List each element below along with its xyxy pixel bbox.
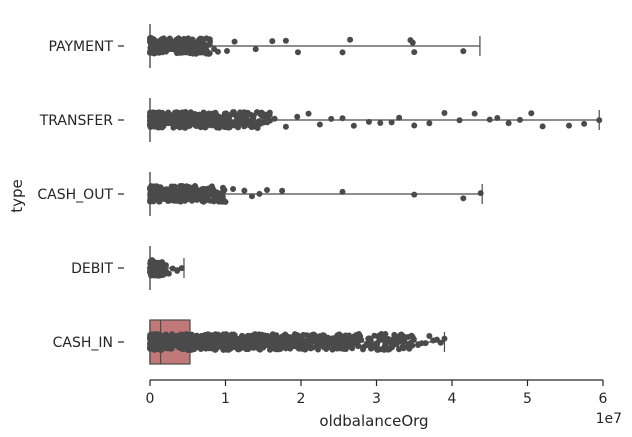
dense-points-cash-in <box>147 331 417 353</box>
outlier-point-payment <box>231 38 238 45</box>
dense-points-cash-out <box>147 183 229 205</box>
dense-core-cash-in <box>150 336 296 348</box>
outlier-point-transfer <box>388 119 395 126</box>
series-debit <box>147 246 185 290</box>
x-tick-label: 5 <box>523 391 532 407</box>
outlier-point-cash-in <box>426 333 433 340</box>
outlier-point-payment <box>282 37 289 44</box>
outlier-point-transfer <box>294 113 301 120</box>
series-payment <box>147 24 481 68</box>
outlier-point-transfer <box>441 110 448 117</box>
outlier-point-transfer <box>539 123 546 130</box>
outlier-point-transfer <box>350 122 357 129</box>
outlier-point-transfer <box>494 114 501 121</box>
plot-area <box>147 24 603 365</box>
y-axis: PAYMENT TRANSFER CASH_OUT DEBIT CASH_IN <box>37 39 124 351</box>
outlier-point-payment <box>252 46 259 53</box>
outlier-point-transfer <box>426 120 433 127</box>
outlier-point-payment <box>409 39 416 46</box>
dense-core-cash-out <box>150 188 192 200</box>
y-axis-label: type <box>8 179 26 213</box>
outlier-point-transfer <box>396 114 403 121</box>
outlier-point-payment <box>347 36 354 43</box>
outlier-point-transfer <box>566 122 573 129</box>
outlier-point-cash-out <box>411 191 418 198</box>
outlier-point-cash-out <box>477 190 484 197</box>
outlier-point-transfer <box>282 123 289 130</box>
x-tick-label: 3 <box>372 391 381 407</box>
outlier-point-payment <box>411 49 418 56</box>
outlier-point-cash-out <box>339 188 346 195</box>
dense-core-debit <box>150 262 160 274</box>
y-tick-label-cash-in: CASH_IN <box>53 335 113 351</box>
outlier-point-transfer <box>316 121 323 128</box>
outlier-point-payment <box>460 48 467 55</box>
outlier-point-cash-in <box>422 340 429 347</box>
outlier-point-cash-out <box>230 185 237 192</box>
series-cash-out <box>147 172 484 216</box>
outlier-point-transfer <box>528 110 535 117</box>
outlier-point-payment <box>339 49 346 56</box>
outlier-point-cash-out <box>460 195 467 202</box>
x-tick-label: 2 <box>297 391 306 407</box>
dense-points-transfer <box>147 109 274 131</box>
outlier-point-cash-in <box>441 335 448 342</box>
dense-points-payment <box>147 35 214 57</box>
outlier-point-transfer <box>365 118 372 125</box>
outlier-point-cash-out <box>241 187 248 194</box>
y-tick-label-transfer: TRANSFER <box>39 113 114 129</box>
x-scale-label: 1e7 <box>596 411 622 427</box>
outlier-point-transfer <box>328 115 335 122</box>
outlier-point-debit <box>174 267 181 274</box>
series-cash-in <box>147 319 448 365</box>
outlier-point-debit <box>169 265 176 272</box>
outlier-point-transfer <box>377 119 384 126</box>
y-tick-label-debit: DEBIT <box>71 261 113 277</box>
outlier-point-debit <box>178 265 185 272</box>
outlier-point-cash-out <box>279 187 286 194</box>
outlier-point-payment <box>214 48 221 55</box>
outlier-point-transfer <box>411 122 418 129</box>
x-tick-label: 6 <box>599 391 608 407</box>
outlier-point-payment <box>294 49 301 56</box>
x-tick-label: 1 <box>221 391 230 407</box>
outlier-point-cash-out <box>264 187 271 194</box>
dense-core-transfer <box>150 114 217 126</box>
dense-core-payment <box>150 40 184 52</box>
outlier-point-transfer <box>271 115 278 122</box>
x-axis: 0 1 2 3 4 5 6 <box>146 379 608 407</box>
outlier-point-transfer <box>486 116 493 123</box>
dense-points-debit <box>147 257 170 279</box>
outlier-point-cash-out <box>248 193 255 200</box>
outlier-point-transfer <box>516 116 523 123</box>
outlier-point-transfer <box>456 117 463 124</box>
series-transfer <box>147 98 603 142</box>
outlier-point-debit <box>165 270 172 277</box>
y-tick-label-payment: PAYMENT <box>48 39 113 55</box>
outlier-point-transfer <box>339 115 346 122</box>
x-axis-label: oldbalanceOrg <box>319 412 428 430</box>
outlier-point-cash-in <box>437 339 444 346</box>
x-tick-label: 0 <box>146 391 155 407</box>
outlier-point-transfer <box>505 120 512 127</box>
outlier-point-cash-out <box>256 190 263 197</box>
x-tick-label: 4 <box>448 391 457 407</box>
outlier-point-transfer <box>305 110 312 117</box>
outlier-point-transfer <box>471 110 478 117</box>
y-tick-label-cash-out: CASH_OUT <box>37 187 113 203</box>
outlier-point-transfer <box>596 117 603 124</box>
outlier-point-transfer <box>581 120 588 127</box>
outlier-point-payment <box>224 48 231 55</box>
outlier-point-payment <box>269 38 276 45</box>
